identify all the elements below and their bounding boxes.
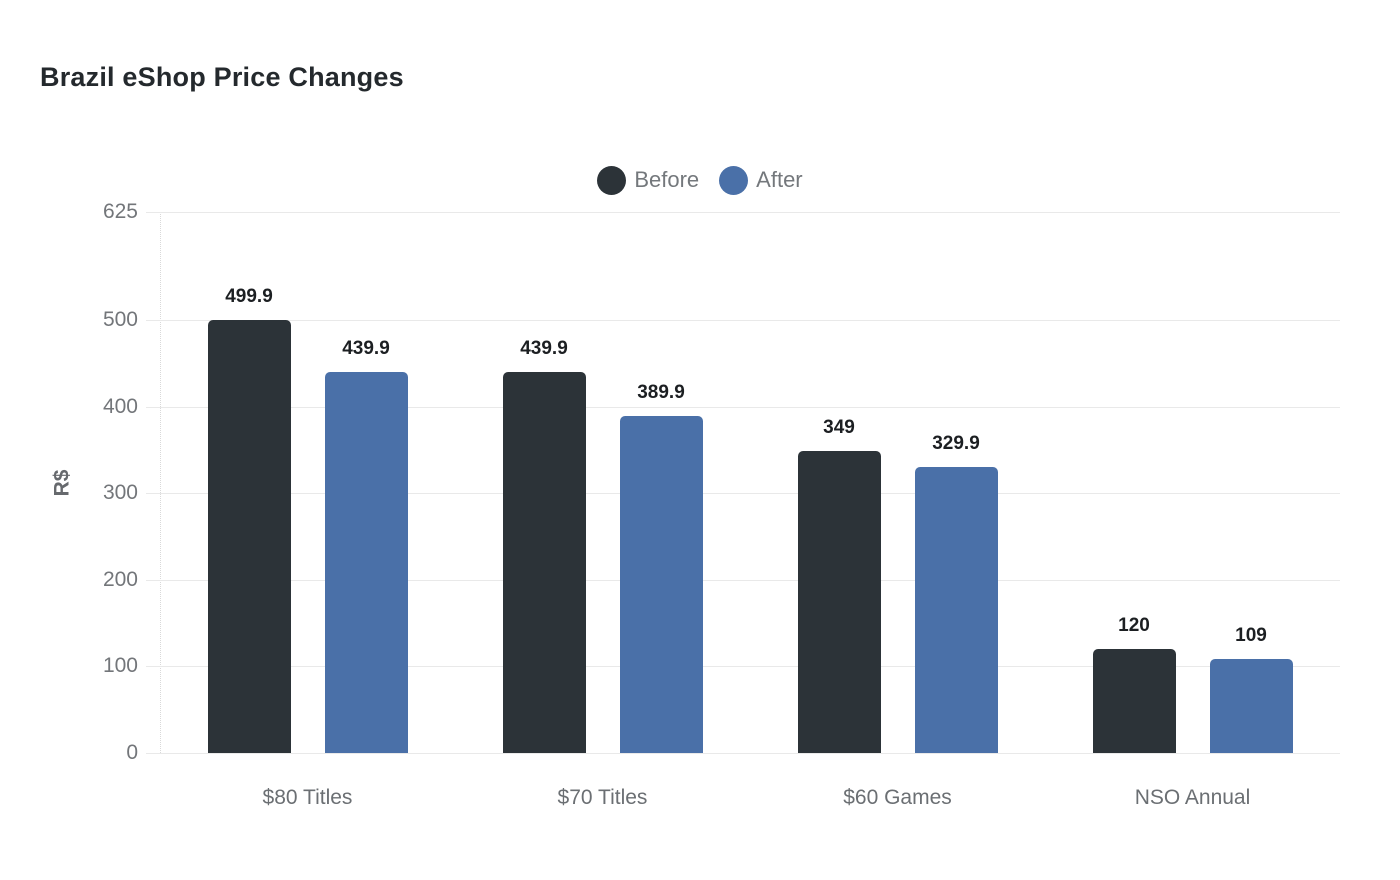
y-tick-label-300: 300 bbox=[102, 481, 138, 505]
gridline-300 bbox=[146, 493, 1340, 495]
x-category-label-3: $60 Games bbox=[843, 786, 952, 809]
gridline-100 bbox=[146, 666, 1340, 668]
y-tick-label-625: 625 bbox=[102, 200, 138, 223]
value-label-before-2: 439.9 bbox=[520, 338, 568, 360]
bar-before-3[interactable] bbox=[797, 450, 881, 753]
value-label-before-4: 120 bbox=[1118, 615, 1150, 637]
x-category-label-1: $80 Titles bbox=[262, 786, 353, 809]
legend-label-before: Before bbox=[634, 167, 700, 192]
legend-marker-before bbox=[597, 165, 627, 195]
y-tick-label-100: 100 bbox=[102, 654, 138, 678]
legend-item-before[interactable]: Before bbox=[597, 165, 700, 195]
value-label-after-3: 329.9 bbox=[932, 433, 980, 455]
legend-marker-after bbox=[719, 165, 749, 195]
value-label-after-4: 109 bbox=[1235, 624, 1267, 646]
legend-item-after[interactable]: After bbox=[719, 165, 803, 195]
gridline-500 bbox=[146, 320, 1340, 322]
y-tick-label-400: 400 bbox=[102, 394, 138, 418]
bar-after-3[interactable] bbox=[914, 467, 998, 753]
y-axis-line bbox=[160, 212, 161, 753]
bar-before-2[interactable] bbox=[502, 372, 586, 753]
value-label-after-2: 389.9 bbox=[637, 381, 685, 403]
bar-after-4[interactable] bbox=[1209, 658, 1293, 753]
value-label-before-3: 349 bbox=[823, 416, 855, 438]
value-label-before-1: 499.9 bbox=[225, 286, 273, 308]
gridline-400 bbox=[146, 406, 1340, 408]
y-tick-label-200: 200 bbox=[102, 567, 138, 591]
x-category-label-2: $70 Titles bbox=[557, 786, 648, 809]
gridline-0 bbox=[146, 753, 1340, 754]
bar-before-1[interactable] bbox=[207, 320, 291, 753]
y-tick-label-0: 0 bbox=[126, 741, 138, 764]
gridline-625 bbox=[146, 212, 1340, 213]
legend-label-after: After bbox=[756, 167, 803, 192]
value-label-after-1: 439.9 bbox=[342, 338, 390, 360]
bar-after-2[interactable] bbox=[619, 415, 703, 753]
gridline-200 bbox=[146, 579, 1340, 581]
bar-before-4[interactable] bbox=[1092, 649, 1176, 753]
chart-title: Brazil eShop Price Changes bbox=[40, 62, 404, 92]
legend: Before After bbox=[0, 164, 1400, 196]
bar-after-1[interactable] bbox=[324, 372, 408, 753]
x-category-label-4: NSO Annual bbox=[1134, 786, 1251, 809]
y-tick-label-500: 500 bbox=[102, 308, 138, 332]
plot-area: 625 500 400 300 200 100 0 499.9 439.9 $80 Titles 4… bbox=[103, 200, 1340, 809]
